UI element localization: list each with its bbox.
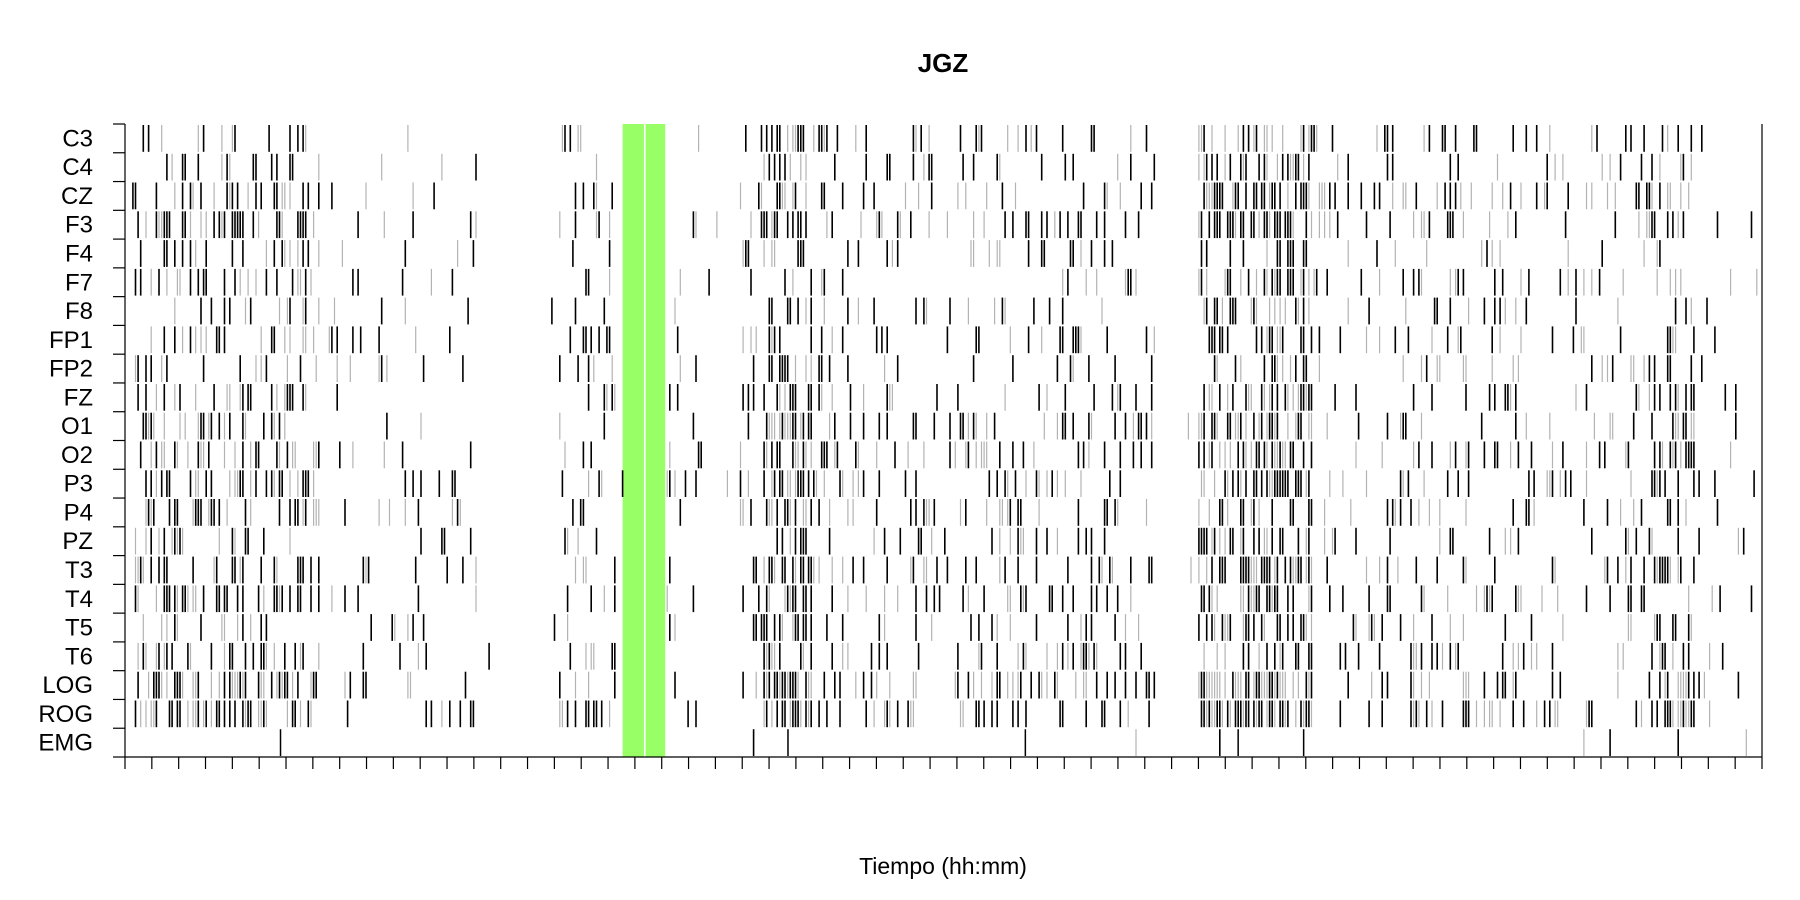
events-layer bbox=[124, 125, 1758, 756]
chart-title: JGZ bbox=[918, 48, 969, 78]
events-fp1 bbox=[124, 326, 1716, 354]
events-t3 bbox=[134, 556, 1695, 584]
events-t6 bbox=[137, 642, 1724, 670]
events-o1 bbox=[142, 412, 1737, 440]
channel-label-f3: F3 bbox=[65, 212, 93, 239]
channel-label-pz: PZ bbox=[62, 528, 93, 555]
channel-label-f8: F8 bbox=[65, 298, 93, 325]
channel-label-fp1: FP1 bbox=[49, 327, 93, 354]
highlight-span-0 bbox=[622, 124, 644, 757]
events-t5 bbox=[142, 614, 1692, 641]
channel-label-fp2: FP2 bbox=[49, 356, 93, 383]
channel-label-t5: T5 bbox=[65, 615, 93, 642]
events-t4 bbox=[134, 585, 1753, 613]
events-f7 bbox=[134, 268, 1758, 296]
channel-label-rog: ROG bbox=[38, 701, 93, 728]
axes-layer bbox=[113, 123, 1763, 769]
events-c4 bbox=[166, 153, 1692, 181]
channel-label-c4: C4 bbox=[62, 154, 93, 181]
channel-label-f7: F7 bbox=[65, 269, 93, 296]
events-fp2 bbox=[134, 355, 1703, 382]
events-log bbox=[137, 671, 1740, 699]
channel-label-f4: F4 bbox=[65, 240, 93, 267]
events-c3 bbox=[142, 125, 1703, 152]
events-emg bbox=[279, 729, 1747, 756]
events-p3 bbox=[145, 470, 1755, 497]
events-cz bbox=[132, 182, 1690, 210]
events-rog bbox=[134, 700, 1711, 728]
channel-label-o1: O1 bbox=[61, 413, 93, 440]
channel-label-cz: CZ bbox=[61, 183, 93, 210]
channel-label-log: LOG bbox=[42, 672, 93, 699]
events-f8 bbox=[174, 297, 1708, 325]
channel-label-p3: P3 bbox=[64, 471, 93, 498]
channel-label-t6: T6 bbox=[65, 643, 93, 670]
events-f3 bbox=[137, 211, 1753, 239]
highlight-span-1 bbox=[645, 124, 666, 757]
channel-label-p4: P4 bbox=[64, 499, 93, 526]
events-p4 bbox=[145, 499, 1719, 526]
channel-label-o2: O2 bbox=[61, 442, 93, 469]
channel-label-c3: C3 bbox=[62, 125, 93, 152]
events-o2 bbox=[139, 441, 1732, 469]
events-pz bbox=[134, 527, 1745, 555]
events-f4 bbox=[139, 240, 1661, 267]
channel-label-t4: T4 bbox=[65, 586, 93, 613]
highlight-layer bbox=[622, 124, 666, 757]
channel-label-fz: FZ bbox=[64, 384, 93, 411]
channel-labels: C3C4CZF3F4F7F8FP1FP2FZO1O2P3P4PZT3T4T5T6… bbox=[38, 125, 93, 756]
x-axis-label: Tiempo (hh:mm) bbox=[859, 853, 1027, 879]
channel-label-t3: T3 bbox=[65, 557, 93, 584]
events-fz bbox=[137, 384, 1737, 411]
channel-label-emg: EMG bbox=[38, 730, 93, 757]
